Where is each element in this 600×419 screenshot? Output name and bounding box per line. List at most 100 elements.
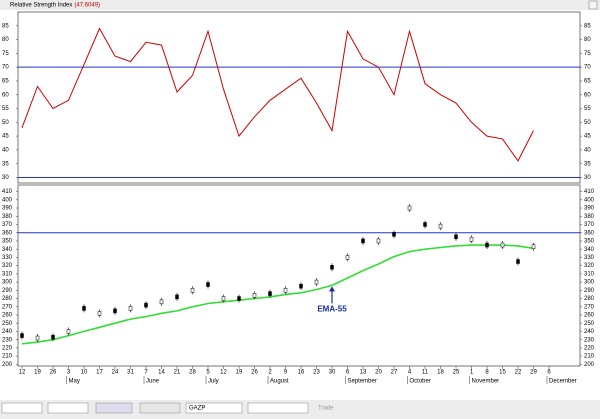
candle-body: [485, 242, 489, 248]
x-tick-label: 17: [96, 370, 103, 376]
y-tick-label: 330: [2, 255, 13, 261]
y-tick-label-right: 75: [584, 51, 591, 57]
y-tick-label-right: 80: [584, 37, 591, 43]
y-tick-label: 300: [2, 280, 13, 286]
y-tick-label-right: 200: [584, 362, 595, 368]
candle-body: [113, 308, 117, 314]
candle-body: [51, 334, 55, 340]
y-tick-label-right: 320: [584, 263, 595, 269]
y-tick-label: 260: [2, 313, 13, 319]
y-tick-label: 55: [2, 106, 9, 112]
y-tick-label: 35: [2, 161, 9, 167]
y-tick-label-right: 50: [584, 120, 591, 126]
candle-body: [500, 242, 505, 248]
candle-body: [516, 259, 520, 264]
x-tick-label: 8: [485, 370, 489, 376]
y-tick-label: 45: [2, 134, 9, 140]
x-tick-label: 6: [346, 370, 350, 376]
candle-body: [66, 329, 71, 334]
x-tick-label: 28: [189, 370, 196, 376]
candle-body: [159, 299, 164, 305]
y-tick-label: 280: [2, 296, 13, 302]
y-tick-label: 80: [2, 37, 9, 43]
x-tick-label: 16: [298, 370, 305, 376]
title-bar: [0, 0, 600, 10]
price-frame: [17, 184, 581, 367]
y-tick-label: 60: [2, 92, 9, 98]
y-tick-label: 310: [2, 271, 13, 277]
y-tick-label-right: 230: [584, 337, 595, 343]
month-label: June: [146, 379, 160, 385]
y-tick-label-right: 390: [584, 206, 595, 212]
symbol: GAZP: [189, 406, 205, 412]
x-tick-label: 11: [422, 370, 429, 376]
color-buttons[interactable]: [95, 402, 133, 414]
x-tick-label: 3: [67, 370, 71, 376]
x-tick-label: 10: [81, 370, 88, 376]
x-tick-label: 31: [127, 370, 134, 376]
candle-body: [361, 238, 365, 244]
y-tick-label: 220: [2, 345, 13, 351]
y-tick-label: 70: [2, 65, 9, 71]
y-tick-label: 410: [2, 189, 13, 195]
candle-body: [423, 222, 427, 227]
dropdown[interactable]: [1, 402, 43, 414]
x-tick-label: 14: [158, 370, 165, 376]
candle-body: [128, 306, 133, 311]
y-tick-label: 65: [2, 79, 9, 85]
x-tick-label: 27: [391, 370, 398, 376]
trade-button[interactable]: Trade: [318, 406, 334, 412]
month-label: July: [208, 379, 219, 385]
x-tick-label: 23: [313, 370, 320, 376]
close-button[interactable]: [588, 0, 598, 10]
dropdown[interactable]: [247, 402, 309, 414]
x-tick-label: 20: [375, 370, 382, 376]
candle-body: [283, 288, 288, 293]
y-tick-label: 85: [2, 23, 9, 29]
y-tick-label-right: 30: [584, 175, 591, 181]
candle-body: [454, 234, 458, 240]
y-tick-label: 200: [2, 362, 13, 368]
symbol-box[interactable]: [185, 402, 243, 414]
y-tick-label: 340: [2, 247, 13, 253]
tool-buttons[interactable]: [139, 402, 181, 414]
x-tick-label: 19: [34, 370, 41, 376]
y-tick-label: 320: [2, 263, 13, 269]
x-tick-label: 9: [284, 370, 288, 376]
x-tick-label: 5: [206, 370, 210, 376]
y-tick-label-right: 310: [584, 271, 595, 277]
x-tick-label: 22: [515, 370, 522, 376]
x-tick-label: 12: [220, 370, 227, 376]
x-tick-label: 25: [453, 370, 460, 376]
dropdown[interactable]: [47, 402, 89, 414]
candle-body: [407, 205, 412, 211]
candle-body: [35, 335, 40, 341]
y-tick-label-right: 40: [584, 147, 591, 153]
x-tick-label: 1: [470, 370, 474, 376]
candle-body: [330, 265, 334, 270]
x-tick-label: 26: [50, 370, 57, 376]
y-tick-label: 230: [2, 337, 13, 343]
y-tick-label: 240: [2, 329, 13, 335]
y-tick-label-right: 410: [584, 189, 595, 195]
candle-body: [438, 223, 443, 229]
y-tick-label-right: 290: [584, 288, 595, 294]
y-tick-label-right: 380: [584, 214, 595, 220]
y-tick-label-right: 360: [584, 230, 595, 236]
panel-title: Relative Strength Index: [10, 3, 72, 9]
y-tick-label-right: 70: [584, 65, 591, 71]
y-tick-label: 30: [2, 175, 9, 181]
x-tick-label: 19: [236, 370, 243, 376]
y-tick-label-right: 210: [584, 354, 595, 360]
candle-body: [299, 283, 303, 289]
month-label: September: [348, 379, 377, 385]
y-tick-label: 210: [2, 354, 13, 360]
candle-body: [190, 288, 195, 293]
x-tick-label: 18: [437, 370, 444, 376]
candle-body: [392, 232, 396, 237]
x-tick-label: 12: [19, 370, 26, 376]
annotation: EMA-55: [317, 304, 347, 313]
x-tick-label: 2: [268, 370, 272, 376]
